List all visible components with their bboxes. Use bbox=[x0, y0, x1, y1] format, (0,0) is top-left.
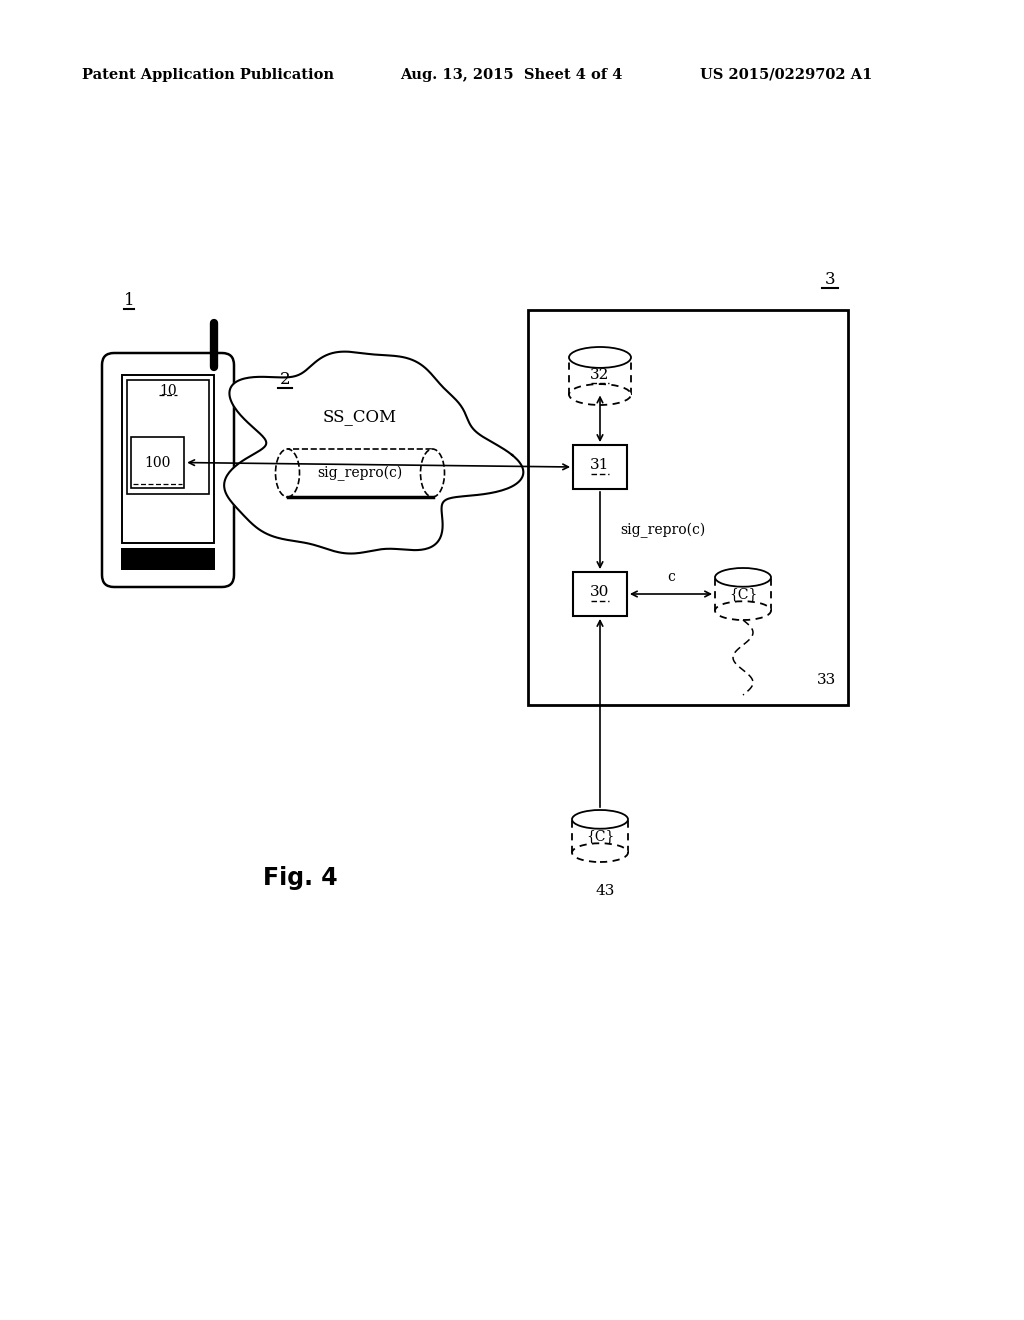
Bar bbox=[573, 572, 627, 616]
Ellipse shape bbox=[569, 347, 631, 368]
Text: 31: 31 bbox=[590, 458, 609, 473]
Text: 10: 10 bbox=[159, 384, 177, 399]
Bar bbox=[131, 437, 184, 488]
Bar bbox=[573, 445, 627, 488]
Text: sig_repro(c): sig_repro(c) bbox=[620, 523, 706, 537]
Bar bbox=[572, 820, 628, 853]
Ellipse shape bbox=[572, 810, 628, 829]
Bar bbox=[127, 380, 209, 494]
Text: Patent Application Publication: Patent Application Publication bbox=[82, 69, 334, 82]
Text: 3: 3 bbox=[824, 271, 836, 288]
Ellipse shape bbox=[572, 843, 628, 862]
Text: {C}: {C} bbox=[586, 829, 614, 843]
Text: 1: 1 bbox=[124, 292, 134, 309]
Bar bbox=[528, 310, 848, 705]
Text: 32: 32 bbox=[590, 368, 609, 381]
Text: sig_repro(c): sig_repro(c) bbox=[317, 466, 402, 480]
FancyBboxPatch shape bbox=[102, 352, 234, 587]
Ellipse shape bbox=[275, 449, 299, 498]
Text: 2: 2 bbox=[280, 371, 291, 388]
Text: 30: 30 bbox=[590, 585, 609, 599]
Bar bbox=[569, 358, 631, 395]
Text: Aug. 13, 2015  Sheet 4 of 4: Aug. 13, 2015 Sheet 4 of 4 bbox=[400, 69, 623, 82]
Bar bbox=[288, 449, 432, 498]
Text: US 2015/0229702 A1: US 2015/0229702 A1 bbox=[700, 69, 872, 82]
Text: 100: 100 bbox=[144, 455, 171, 470]
Polygon shape bbox=[224, 351, 523, 553]
Ellipse shape bbox=[421, 449, 444, 498]
Ellipse shape bbox=[715, 602, 771, 620]
Ellipse shape bbox=[715, 568, 771, 586]
Text: SS_COM: SS_COM bbox=[323, 408, 397, 425]
Bar bbox=[715, 577, 771, 611]
Text: {C}: {C} bbox=[729, 587, 757, 601]
Bar bbox=[122, 375, 214, 543]
Text: c: c bbox=[667, 570, 675, 583]
Text: Fig. 4: Fig. 4 bbox=[263, 866, 337, 890]
Bar bbox=[121, 548, 215, 570]
Text: 33: 33 bbox=[816, 673, 836, 686]
Text: 43: 43 bbox=[595, 884, 614, 898]
Ellipse shape bbox=[569, 384, 631, 405]
